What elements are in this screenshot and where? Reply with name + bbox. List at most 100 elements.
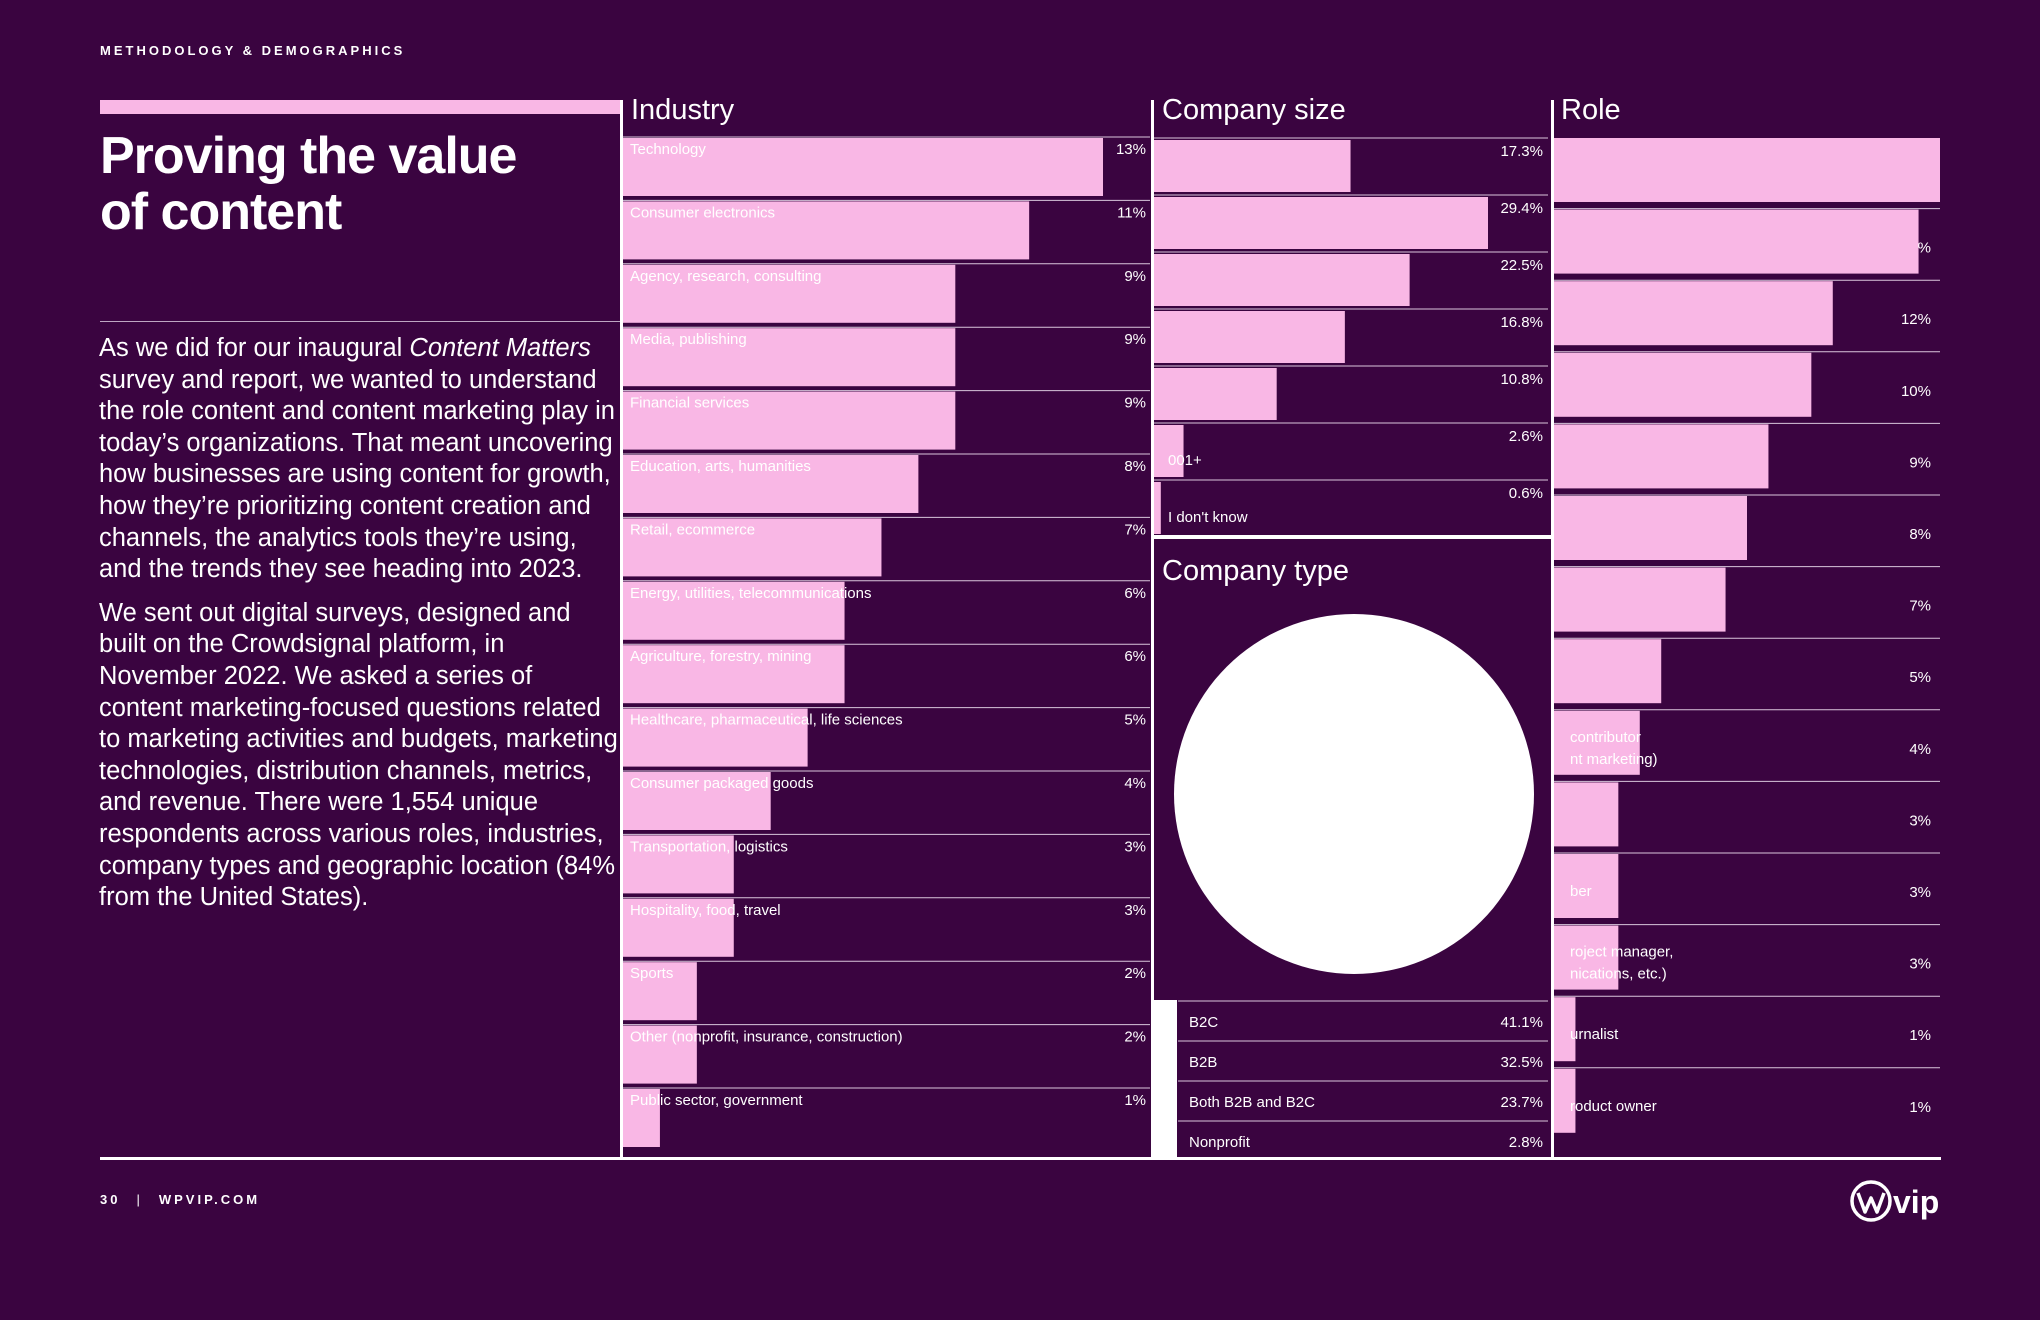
company-type-chart-title: Company type	[1162, 555, 1349, 587]
industry-bar	[623, 962, 697, 1021]
industry-bar	[623, 898, 734, 957]
size-category-label: I don't know	[1168, 509, 1248, 526]
role-value-label: %	[1918, 240, 1931, 257]
industry-category-label: Sports	[630, 965, 673, 982]
size-value-label: 10.8%	[1500, 371, 1543, 388]
industry-category-label: Education, arts, humanities	[630, 458, 811, 475]
role-bar	[1554, 710, 1640, 775]
role-value-label: 7%	[1909, 598, 1931, 615]
logo-text: vip	[1893, 1184, 1939, 1220]
industry-value-label: 9%	[1124, 268, 1146, 285]
accent-bar	[100, 100, 622, 114]
industry-bar	[623, 455, 919, 513]
intro-text: As we did for our inaugural Content Matt…	[99, 333, 619, 926]
industry-value-label: 7%	[1124, 521, 1146, 538]
role-category-label: contributor	[1570, 729, 1641, 746]
industry-value-label: 11%	[1117, 204, 1146, 221]
industry-chart-title: Industry	[631, 94, 735, 126]
role-bar	[1554, 639, 1662, 704]
role-value-label: 12%	[1901, 311, 1931, 328]
industry-category-label: Public sector, government	[630, 1092, 803, 1109]
role-bar	[1554, 352, 1812, 417]
footer: 30 | WPVIP.COM	[100, 1192, 260, 1207]
industry-value-label: 6%	[1124, 648, 1146, 665]
wordpress-w-icon: vip	[1850, 1180, 1939, 1222]
role-category-label: urnalist	[1570, 1026, 1619, 1043]
type-value-label: 41.1%	[1500, 1014, 1543, 1031]
footer-separator: |	[136, 1192, 143, 1207]
size-value-label: 22.5%	[1500, 257, 1543, 274]
divider-industry	[620, 100, 623, 1159]
role-chart: % 12% 10% 9% 8% 7% 5% 4% contributor nt marketing…	[1554, 138, 1940, 1133]
industry-category-label: Hospitality, food, travel	[630, 902, 781, 919]
intro-p1-start: As we did for our inaugural	[99, 334, 410, 362]
size-bar	[1154, 140, 1351, 192]
role-category-label: roject manager,	[1570, 944, 1673, 961]
divider-role	[1551, 100, 1554, 1159]
role-category-label: roduct owner	[1570, 1098, 1657, 1115]
industry-bar	[623, 708, 808, 767]
role-bar	[1554, 1068, 1576, 1133]
industry-category-label: Agency, research, consulting	[630, 268, 822, 285]
role-value-label: 3%	[1909, 812, 1931, 829]
company-type-legend-bar	[1154, 1000, 1177, 1157]
role-bar	[1554, 138, 1940, 202]
title-line-1: Proving the value	[100, 127, 517, 185]
intro-paragraph-1: As we did for our inaugural Content Matt…	[99, 333, 619, 586]
size-bar	[1154, 254, 1410, 306]
type-value-label: 2.8%	[1509, 1134, 1543, 1151]
industry-category-label: Retail, ecommerce	[630, 521, 755, 538]
industry-category-label: Consumer electronics	[630, 204, 775, 221]
role-category-label: ber	[1570, 883, 1592, 900]
industry-category-label: Consumer packaged goods	[630, 775, 813, 792]
industry-category-label: Agriculture, forestry, mining	[630, 648, 811, 665]
role-chart-title: Role	[1561, 94, 1621, 126]
page-number: 30	[100, 1192, 121, 1207]
size-value-label: 16.8%	[1500, 314, 1543, 331]
role-bar	[1554, 424, 1769, 489]
role-value-label: 1%	[1909, 1099, 1931, 1116]
company-type-chart: B2C 41.1% B2B 32.5% Both B2B and B2C 23.7% Non…	[1154, 614, 1548, 1157]
company-size-chart-title: Company size	[1162, 94, 1346, 126]
page-title: Proving the value of content	[100, 128, 600, 240]
intro-paragraph-2: We sent out digital surveys, designed an…	[99, 598, 618, 912]
industry-value-label: 2%	[1124, 1029, 1146, 1046]
role-value-label: 1%	[1909, 1027, 1931, 1044]
industry-value-label: 6%	[1124, 585, 1146, 602]
vip-logo: vip	[1850, 1178, 1942, 1229]
industry-value-label: 13%	[1116, 141, 1146, 158]
industry-bar	[623, 391, 956, 450]
size-bar	[1154, 425, 1184, 477]
size-bar	[1154, 368, 1277, 420]
role-category-sublabel: nications, etc.)	[1570, 966, 1667, 983]
size-bar	[1154, 482, 1161, 534]
role-bar	[1554, 925, 1619, 990]
industry-value-label: 3%	[1124, 902, 1146, 919]
industry-bar	[623, 1025, 697, 1084]
industry-category-label: Transportation, logistics	[630, 838, 788, 855]
role-bar	[1554, 281, 1833, 346]
role-value-label: 3%	[1909, 884, 1931, 901]
size-value-label: 2.6%	[1509, 428, 1543, 445]
type-category-label: B2C	[1189, 1014, 1218, 1031]
company-type-pie	[1174, 614, 1534, 974]
type-value-label: 32.5%	[1500, 1054, 1543, 1071]
size-category-label: 001+	[1168, 452, 1202, 469]
divider-company	[1151, 100, 1154, 1159]
industry-value-label: 9%	[1124, 331, 1146, 348]
role-bar	[1554, 209, 1919, 274]
role-value-label: 10%	[1901, 383, 1931, 400]
industry-bar	[623, 328, 956, 387]
size-value-label: 0.6%	[1509, 485, 1543, 502]
industry-bar	[623, 772, 771, 830]
size-bar	[1154, 197, 1488, 249]
industry-bar	[623, 645, 845, 704]
industry-bar	[623, 518, 882, 577]
industry-category-label: Media, publishing	[630, 331, 747, 348]
industry-bar	[623, 201, 1030, 260]
industry-category-label: Other (nonprofit, insurance, constructio…	[630, 1029, 903, 1046]
industry-bar	[623, 835, 734, 894]
intro-p1-end: survey and report, we wanted to understa…	[99, 365, 615, 584]
industry-value-label: 9%	[1124, 395, 1146, 412]
